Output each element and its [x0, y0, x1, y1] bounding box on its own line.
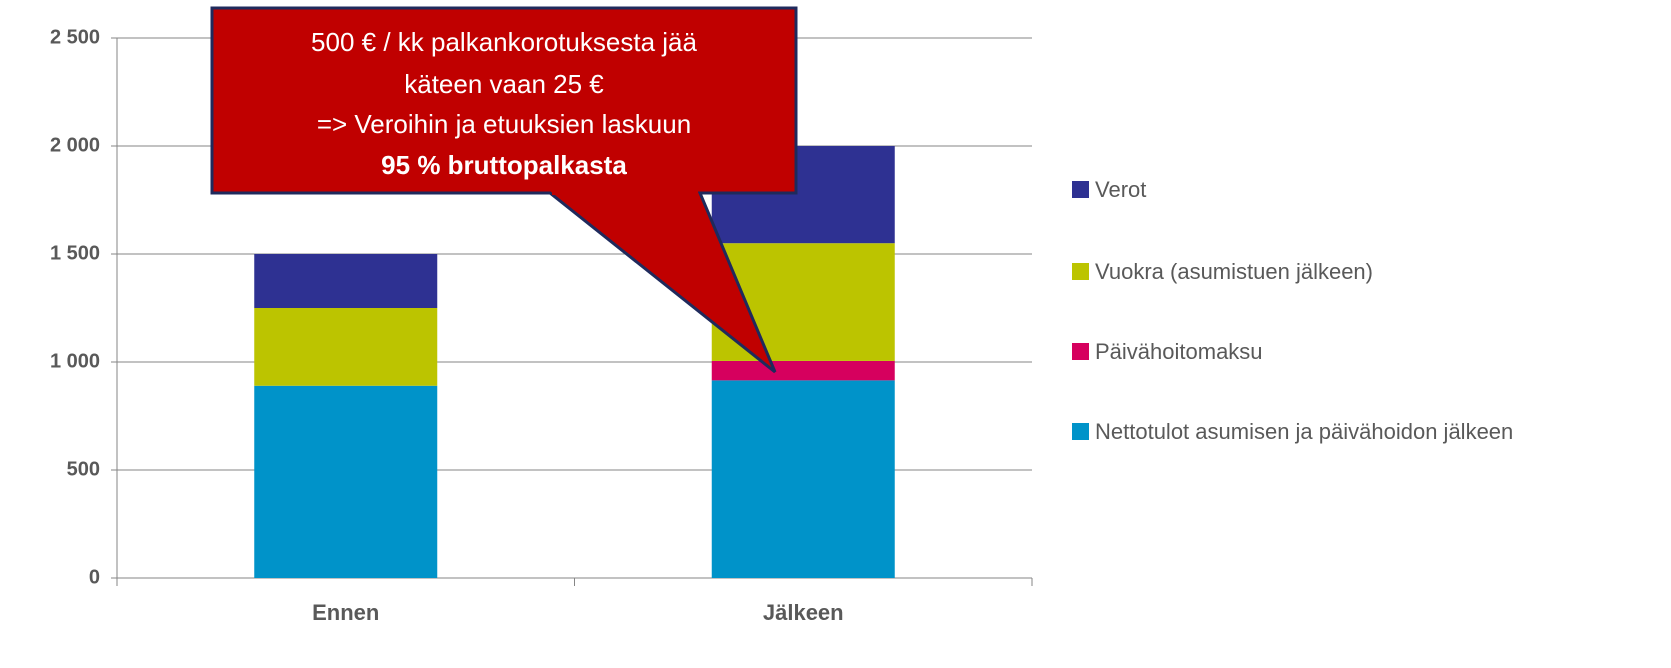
y-tick-label: 500: [67, 458, 100, 480]
x-tick-label: Jälkeen: [763, 600, 844, 625]
bar-segment: [711, 360, 895, 381]
bar-segment: [711, 380, 895, 578]
bar-segment: [254, 385, 438, 578]
legend-label: Nettotulot asumisen ja päivähoidon jälke…: [1095, 419, 1514, 444]
legend-swatch: [1072, 343, 1089, 360]
callout-shape: [210, 6, 798, 374]
x-tick-label: Ennen: [312, 600, 379, 625]
callout-text: 95 % bruttopalkasta: [381, 150, 627, 180]
callout-text: => Veroihin ja etuuksien laskuun: [317, 109, 691, 139]
legend-item: Vuokra (asumistuen jälkeen): [1072, 254, 1662, 290]
legend-label: Vuokra (asumistuen jälkeen): [1095, 259, 1373, 284]
y-tick-label: 0: [89, 566, 100, 588]
y-tick-label: 2 000: [50, 134, 100, 156]
legend-item: Päivähoitomaksu: [1072, 334, 1662, 370]
legend-label: Verot: [1095, 177, 1147, 202]
y-tick-label: 1 000: [50, 350, 100, 372]
callout-text: 500 € / kk palkankorotuksesta jää: [311, 27, 697, 57]
legend-item: Verot: [1072, 172, 1662, 208]
bar-segment: [254, 308, 438, 386]
y-tick-label: 2 500: [50, 26, 100, 48]
legend-item: Nettotulot asumisen ja päivähoidon jälke…: [1072, 414, 1662, 450]
y-tick-label: 1 500: [50, 242, 100, 264]
callout-text: käteen vaan 25 €: [404, 69, 604, 99]
callout: 500 € / kk palkankorotuksesta jää käteen …: [210, 6, 798, 374]
legend-swatch: [1072, 181, 1089, 198]
legend-swatch: [1072, 263, 1089, 280]
bar-segment: [254, 254, 438, 308]
legend-label: Päivähoitomaksu: [1095, 339, 1263, 364]
legend-swatch: [1072, 423, 1089, 440]
